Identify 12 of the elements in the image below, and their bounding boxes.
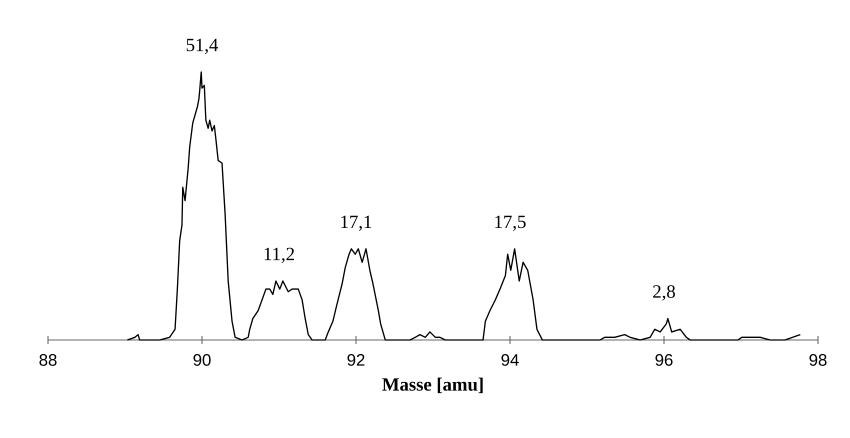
x-tick-label: 92 [348,354,364,366]
annotation: 17,5 [495,216,526,231]
annotation: 51,4 [186,38,218,54]
x-tick-label: 96 [656,354,673,366]
annotation: 11,2 [264,248,294,263]
annotation: 17,1 [341,216,372,231]
annotation: 2,8 [653,285,675,300]
x-tick-label: 88 [39,354,57,366]
x-axis-title: Masse [amu] [382,378,483,394]
x-tick-label: 94 [502,354,519,366]
x-tick-label: 98 [810,354,827,366]
x-tick-label: 90 [194,354,211,366]
